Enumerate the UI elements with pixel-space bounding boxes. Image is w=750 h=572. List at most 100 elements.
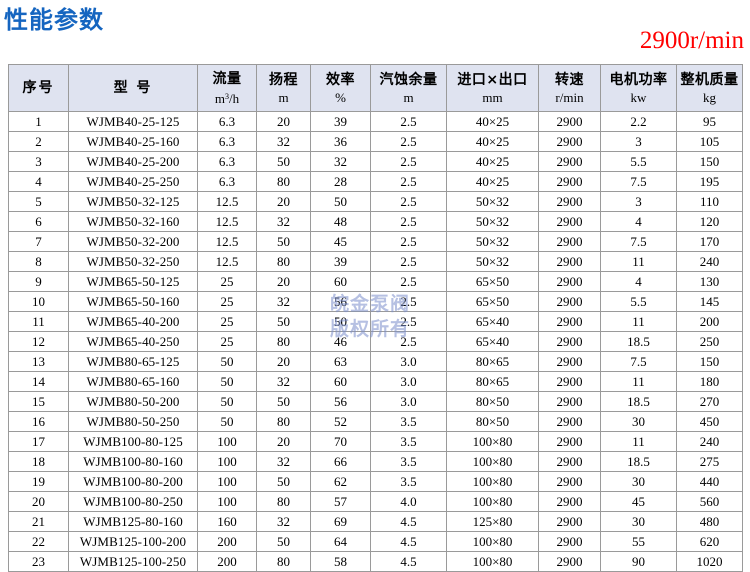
cell-motor-power: 4 bbox=[600, 211, 677, 232]
table-row: 7 WJMB50-32-200 12.5 50 45 2.5 50×32 2900 7.5 170 bbox=[8, 231, 743, 252]
cell-model: WJMB50-32-125 bbox=[68, 191, 198, 212]
cell-flow: 50 bbox=[197, 391, 257, 412]
cell-index: 10 bbox=[8, 291, 69, 312]
cell-speed: 2900 bbox=[538, 331, 601, 352]
cell-model: WJMB50-32-160 bbox=[68, 211, 198, 232]
cell-npsh: 2.5 bbox=[370, 311, 447, 332]
table-row: 18 WJMB100-80-160 100 32 66 3.5 100×80 2900 18.5… bbox=[8, 451, 743, 472]
cell-speed: 2900 bbox=[538, 431, 601, 452]
table-row: 16 WJMB80-50-250 50 80 52 3.5 80×50 2900 30 450 bbox=[8, 411, 743, 432]
table-row: 13 WJMB80-65-125 50 20 63 3.0 80×65 2900 7.5 150 bbox=[8, 351, 743, 372]
cell-flow: 6.3 bbox=[197, 131, 257, 152]
cell-flow: 6.3 bbox=[197, 171, 257, 192]
cell-efficiency: 64 bbox=[310, 531, 371, 552]
cell-speed: 2900 bbox=[538, 271, 601, 292]
cell-total-weight: 1020 bbox=[676, 551, 743, 572]
cell-head: 20 bbox=[256, 111, 311, 132]
cell-model: WJMB125-100-250 bbox=[68, 551, 198, 572]
cell-model: WJMB80-50-250 bbox=[68, 411, 198, 432]
cell-total-weight: 240 bbox=[676, 251, 743, 272]
cell-npsh: 2.5 bbox=[370, 251, 447, 272]
cell-flow: 160 bbox=[197, 511, 257, 532]
column-header-speed-label: 转速 bbox=[555, 71, 584, 88]
cell-inlet-outlet: 100×80 bbox=[446, 451, 539, 472]
cell-total-weight: 180 bbox=[676, 371, 743, 392]
cell-model: WJMB100-80-125 bbox=[68, 431, 198, 452]
cell-model: WJMB80-65-125 bbox=[68, 351, 198, 372]
cell-index: 7 bbox=[8, 231, 69, 252]
cell-speed: 2900 bbox=[538, 211, 601, 232]
cell-total-weight: 110 bbox=[676, 191, 743, 212]
cell-efficiency: 28 bbox=[310, 171, 371, 192]
cell-model: WJMB40-25-200 bbox=[68, 151, 198, 172]
cell-total-weight: 120 bbox=[676, 211, 743, 232]
cell-npsh: 2.5 bbox=[370, 111, 447, 132]
cell-flow: 25 bbox=[197, 331, 257, 352]
cell-index: 1 bbox=[8, 111, 69, 132]
cell-flow: 12.5 bbox=[197, 211, 257, 232]
cell-npsh: 4.0 bbox=[370, 491, 447, 512]
cell-efficiency: 62 bbox=[310, 471, 371, 492]
cell-model: WJMB125-80-160 bbox=[68, 511, 198, 532]
cell-speed: 2900 bbox=[538, 491, 601, 512]
table-row: 12 WJMB65-40-250 25 80 46 2.5 65×40 2900 18.5 250 bbox=[8, 331, 743, 352]
cell-motor-power: 3 bbox=[600, 131, 677, 152]
cell-index: 6 bbox=[8, 211, 69, 232]
cell-efficiency: 69 bbox=[310, 511, 371, 532]
cell-npsh: 2.5 bbox=[370, 331, 447, 352]
cell-npsh: 4.5 bbox=[370, 531, 447, 552]
cell-npsh: 3.5 bbox=[370, 411, 447, 432]
table-row: 4 WJMB40-25-250 6.3 80 28 2.5 40×25 2900 7.5 195 bbox=[8, 171, 743, 192]
cell-speed: 2900 bbox=[538, 131, 601, 152]
cell-flow: 50 bbox=[197, 351, 257, 372]
cell-efficiency: 60 bbox=[310, 371, 371, 392]
cell-total-weight: 620 bbox=[676, 531, 743, 552]
cell-index: 13 bbox=[8, 351, 69, 372]
cell-efficiency: 57 bbox=[310, 491, 371, 512]
cell-flow: 12.5 bbox=[197, 231, 257, 252]
column-header-index: 序号 bbox=[8, 64, 69, 112]
cell-npsh: 2.5 bbox=[370, 231, 447, 252]
cell-index: 11 bbox=[8, 311, 69, 332]
cell-speed: 2900 bbox=[538, 551, 601, 572]
column-header-motor-power: 电机功率 kw bbox=[600, 64, 677, 112]
cell-model: WJMB100-80-250 bbox=[68, 491, 198, 512]
cell-head: 20 bbox=[256, 431, 311, 452]
cell-motor-power: 11 bbox=[600, 251, 677, 272]
cell-inlet-outlet: 50×32 bbox=[446, 251, 539, 272]
cell-speed: 2900 bbox=[538, 511, 601, 532]
cell-inlet-outlet: 50×32 bbox=[446, 211, 539, 232]
cell-motor-power: 30 bbox=[600, 511, 677, 532]
column-header-head-unit: m bbox=[278, 89, 289, 105]
cell-efficiency: 46 bbox=[310, 331, 371, 352]
table-header-row: 序号 型 号 流量 m3/h 扬程 m 效率 % 汽蚀余量 bbox=[8, 64, 743, 112]
table-row: 11 WJMB65-40-200 25 50 50 2.5 65×40 2900 11 200 bbox=[8, 311, 743, 332]
cell-head: 20 bbox=[256, 351, 311, 372]
cell-head: 32 bbox=[256, 371, 311, 392]
performance-parameters-table: 序号 型 号 流量 m3/h 扬程 m 效率 % 汽蚀余量 bbox=[8, 64, 743, 572]
cell-inlet-outlet: 40×25 bbox=[446, 171, 539, 192]
cell-flow: 200 bbox=[197, 531, 257, 552]
column-header-efficiency-label: 效率 bbox=[326, 71, 355, 88]
cell-efficiency: 52 bbox=[310, 411, 371, 432]
cell-efficiency: 70 bbox=[310, 431, 371, 452]
cell-model: WJMB65-50-160 bbox=[68, 291, 198, 312]
cell-head: 32 bbox=[256, 211, 311, 232]
column-header-total-weight-label: 整机质量 bbox=[680, 71, 739, 88]
cell-total-weight: 95 bbox=[676, 111, 743, 132]
cell-motor-power: 11 bbox=[600, 311, 677, 332]
cell-efficiency: 39 bbox=[310, 111, 371, 132]
cell-speed: 2900 bbox=[538, 311, 601, 332]
cell-npsh: 2.5 bbox=[370, 271, 447, 292]
cell-flow: 25 bbox=[197, 271, 257, 292]
cell-flow: 12.5 bbox=[197, 191, 257, 212]
cell-efficiency: 63 bbox=[310, 351, 371, 372]
cell-head: 80 bbox=[256, 551, 311, 572]
cell-efficiency: 39 bbox=[310, 251, 371, 272]
cell-npsh: 3.0 bbox=[370, 391, 447, 412]
cell-motor-power: 4 bbox=[600, 271, 677, 292]
cell-inlet-outlet: 100×80 bbox=[446, 471, 539, 492]
cell-model: WJMB125-100-200 bbox=[68, 531, 198, 552]
table-row: 19 WJMB100-80-200 100 50 62 3.5 100×80 2900 30 44… bbox=[8, 471, 743, 492]
cell-flow: 50 bbox=[197, 371, 257, 392]
